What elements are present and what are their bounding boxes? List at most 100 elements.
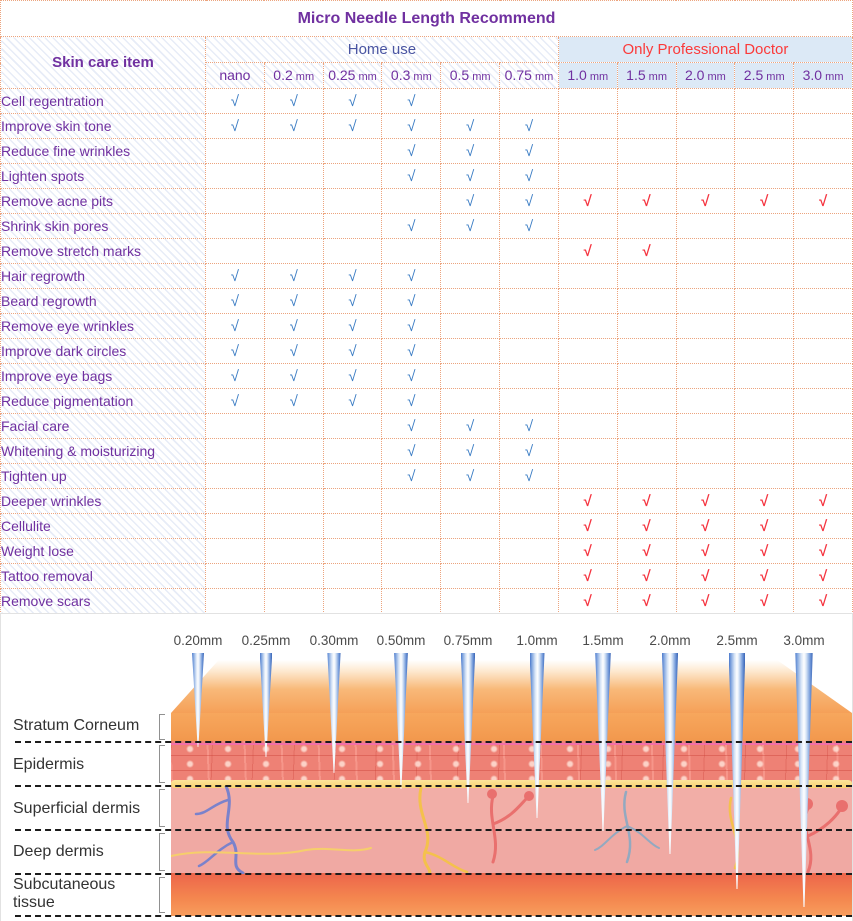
layer-bracket [159, 745, 165, 783]
empty-cell [675, 263, 736, 289]
empty-cell [734, 388, 795, 414]
empty-cell [440, 238, 501, 264]
empty-cell [616, 338, 677, 364]
layer-bracket [159, 789, 165, 827]
check-mark: √ [793, 563, 853, 589]
check-mark: √ [440, 163, 501, 189]
column-header-3.0: 3.0 mm [793, 62, 853, 89]
empty-cell [263, 488, 324, 514]
row-label: Remove stretch marks [0, 238, 206, 264]
check-mark: √ [381, 413, 442, 439]
empty-cell [734, 313, 795, 339]
check-mark: √ [440, 138, 501, 164]
column-header-2.5: 2.5 mm [734, 62, 795, 89]
check-mark: √ [263, 363, 324, 389]
row-label: Cellulite [0, 513, 206, 539]
empty-cell [557, 363, 618, 389]
needle-length-label: 0.20mm [173, 633, 223, 648]
empty-cell [322, 238, 383, 264]
depth-line-superficial-dermis [15, 829, 852, 831]
needle-length-label: 0.30mm [309, 633, 359, 648]
empty-cell [616, 463, 677, 489]
check-mark: √ [499, 188, 559, 214]
check-mark: √ [557, 188, 618, 214]
empty-cell [616, 263, 677, 289]
check-mark: √ [616, 513, 677, 539]
check-mark: √ [205, 313, 265, 339]
check-mark: √ [499, 163, 559, 189]
table-row: Remove acne pits √ √ √ √ √ √ √ [0, 188, 853, 214]
empty-cell [557, 113, 618, 139]
depth-line-epidermis [15, 785, 852, 787]
check-mark: √ [205, 113, 265, 139]
depth-line-deep-dermis [15, 873, 852, 875]
check-mark: √ [499, 413, 559, 439]
empty-cell [557, 413, 618, 439]
check-mark: √ [322, 113, 383, 139]
check-mark: √ [675, 513, 736, 539]
check-mark: √ [793, 188, 853, 214]
empty-cell [734, 88, 795, 114]
column-header-0.75: 0.75 mm [499, 62, 559, 89]
empty-cell [793, 263, 853, 289]
empty-cell [205, 563, 265, 589]
empty-cell [793, 163, 853, 189]
empty-cell [205, 488, 265, 514]
table-row: Weight lose √ √ √ √ √ [0, 538, 853, 564]
check-mark: √ [322, 338, 383, 364]
layer-bracket [159, 714, 165, 740]
row-label: Improve dark circles [0, 338, 206, 364]
empty-cell [263, 138, 324, 164]
empty-cell [440, 513, 501, 539]
empty-cell [263, 563, 324, 589]
group-header-row: Skin care item Home use Only Professiona… [0, 36, 853, 89]
check-mark: √ [381, 363, 442, 389]
check-mark: √ [793, 488, 853, 514]
row-label: Improve eye bags [0, 363, 206, 389]
empty-cell [322, 213, 383, 239]
empty-cell [734, 138, 795, 164]
row-label: Shrink skin pores [0, 213, 206, 239]
empty-cell [499, 288, 559, 314]
row-label: Weight lose [0, 538, 206, 564]
check-mark: √ [557, 488, 618, 514]
empty-cell [675, 238, 736, 264]
empty-cell [263, 238, 324, 264]
check-mark: √ [440, 413, 501, 439]
empty-cell [557, 388, 618, 414]
empty-cell [675, 313, 736, 339]
column-header-0.5: 0.5 mm [440, 62, 501, 89]
layer-bracket [159, 877, 165, 913]
empty-cell [557, 463, 618, 489]
skin-top-face [171, 660, 852, 713]
empty-cell [557, 88, 618, 114]
empty-cell [675, 138, 736, 164]
needle-length-label: 2.0mm [649, 633, 691, 648]
empty-cell [381, 488, 442, 514]
empty-cell [381, 538, 442, 564]
empty-cell [205, 588, 265, 614]
needle-length-label: 0.50mm [376, 633, 426, 648]
check-mark: √ [557, 538, 618, 564]
check-mark: √ [205, 388, 265, 414]
empty-cell [322, 513, 383, 539]
empty-cell [616, 88, 677, 114]
empty-cell [381, 588, 442, 614]
check-mark: √ [734, 588, 795, 614]
empty-cell [734, 413, 795, 439]
table-row: Cellulite √ √ √ √ √ [0, 513, 853, 539]
empty-cell [499, 238, 559, 264]
empty-cell [381, 563, 442, 589]
empty-cell [793, 438, 853, 464]
check-mark: √ [381, 138, 442, 164]
check-mark: √ [499, 438, 559, 464]
check-mark: √ [381, 288, 442, 314]
check-mark: √ [440, 188, 501, 214]
check-mark: √ [616, 563, 677, 589]
empty-cell [734, 363, 795, 389]
check-mark: √ [440, 213, 501, 239]
check-mark: √ [440, 113, 501, 139]
empty-cell [675, 288, 736, 314]
empty-cell [440, 588, 501, 614]
empty-cell [322, 438, 383, 464]
